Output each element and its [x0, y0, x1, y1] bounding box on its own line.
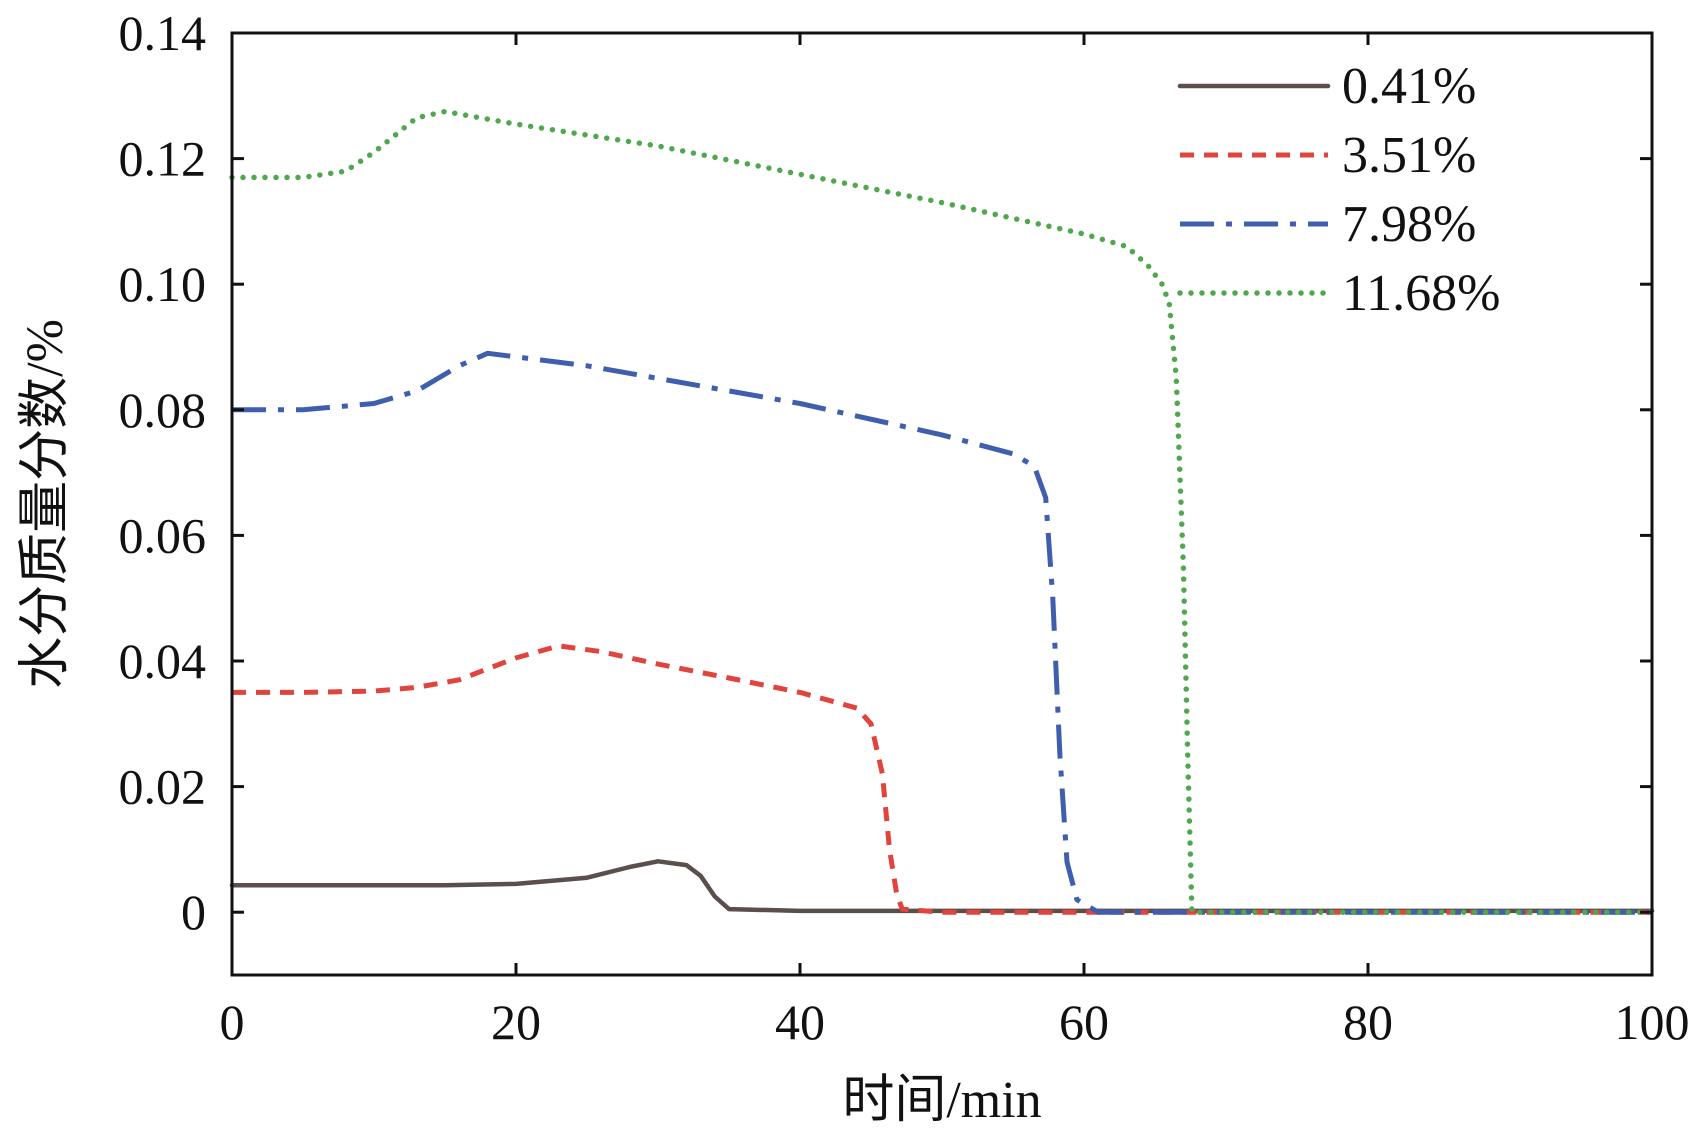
series-line-2: [232, 643, 1652, 915]
y-tick-label: 0: [181, 884, 206, 940]
y-tick-label: 0.14: [119, 5, 207, 61]
y-tick-label: 0.10: [119, 256, 207, 312]
y-tick-label: 0.02: [119, 759, 207, 815]
x-tick-label: 100: [1615, 994, 1690, 1050]
x-tick-label: 40: [775, 994, 825, 1050]
y-tick-label: 0.06: [119, 507, 207, 563]
series-line-1: [229, 859, 1655, 914]
plot-frame: [230, 31, 1654, 977]
legend-label-2: 3.51%: [1342, 127, 1476, 184]
x-tick-label: 0: [220, 994, 245, 1050]
x-axis-label: 时间/min: [842, 1072, 1041, 1129]
y-axis-label: 水分质量分数/%: [17, 319, 74, 689]
series-line-4: [229, 108, 1655, 915]
series-line-3: [232, 350, 1652, 915]
legend-label-3: 7.98%: [1342, 196, 1476, 253]
legend: 0.41% 3.51% 7.98% 11.68%: [1177, 58, 1500, 322]
y-tick-label: 0.08: [119, 382, 207, 438]
x-tick-label: 80: [1343, 994, 1393, 1050]
y-tick-label: 0.12: [119, 131, 207, 187]
legend-label-1: 0.41%: [1342, 58, 1476, 115]
y-tick-label: 0.04: [119, 633, 207, 689]
x-tick-label: 20: [491, 994, 541, 1050]
x-tick-label: 60: [1059, 994, 1109, 1050]
tick-layer: 0 20 40 60 80 100 0 0.02 0.04 0.06 0.08 0.10 0.12 0.1…: [119, 5, 1690, 1050]
legend-label-4: 11.68%: [1342, 265, 1500, 322]
series-layer: [229, 108, 1655, 915]
